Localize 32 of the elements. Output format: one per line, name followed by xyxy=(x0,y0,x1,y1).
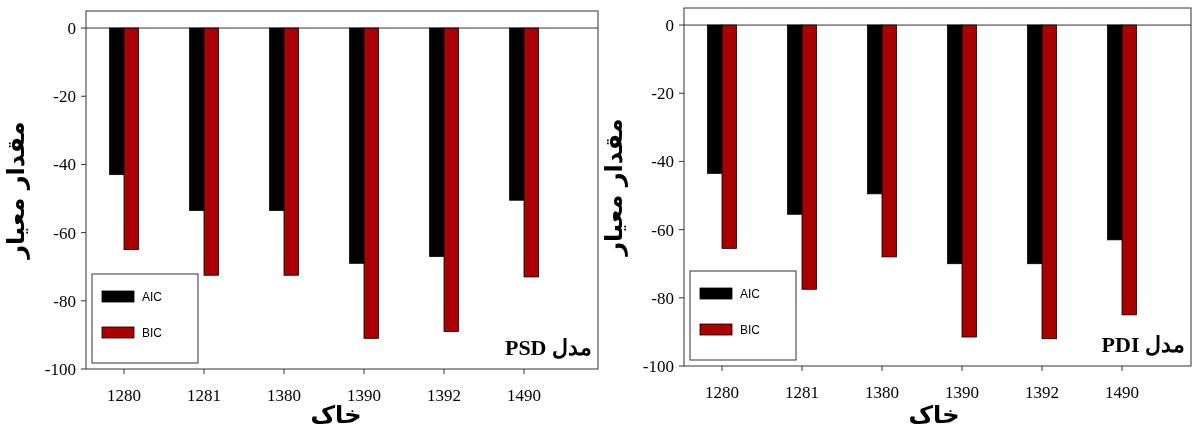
x-axis-title: خاک xyxy=(908,401,960,429)
y-tick-label: -80 xyxy=(53,291,76,311)
x-tick-label: 1280 xyxy=(705,383,739,402)
y-tick-label: -60 xyxy=(651,220,674,240)
x-tick-label: 1280 xyxy=(107,386,141,405)
x-tick-label: 1390 xyxy=(945,383,979,402)
y-axis-title: مقدار معیار xyxy=(2,121,30,260)
x-tick-label: 1380 xyxy=(865,383,899,402)
x-tick-label: 1392 xyxy=(1025,383,1059,402)
x-tick-label: 1281 xyxy=(187,386,221,405)
y-tick-label: -100 xyxy=(44,359,76,379)
x-tick-label: 1281 xyxy=(785,383,819,402)
y-tick-label: -100 xyxy=(642,356,674,376)
legend-label: BIC xyxy=(740,323,761,338)
y-tick-label: 0 xyxy=(67,19,76,38)
y-tick-label: -40 xyxy=(53,155,76,175)
y-tick-label: -20 xyxy=(651,84,674,104)
y-tick-label: -40 xyxy=(651,152,674,172)
legend-label: BIC xyxy=(142,326,163,341)
y-tick-label: -80 xyxy=(651,288,674,308)
y-tick-label: 0 xyxy=(665,16,674,35)
x-tick-label: 1392 xyxy=(427,386,461,405)
legend-label: AIC xyxy=(142,290,163,305)
x-tick-label: 1380 xyxy=(267,386,301,405)
x-tick-label: 1490 xyxy=(1105,383,1139,402)
y-tick-label: -60 xyxy=(53,223,76,243)
y-tick-label: -20 xyxy=(53,87,76,107)
legend-label: AIC xyxy=(740,287,761,302)
x-tick-label: 1490 xyxy=(507,386,541,405)
annotation: مدل PDI xyxy=(1101,332,1185,357)
y-axis-title: مقدار معیار xyxy=(600,118,628,257)
annotation: مدل PSD xyxy=(504,335,592,360)
